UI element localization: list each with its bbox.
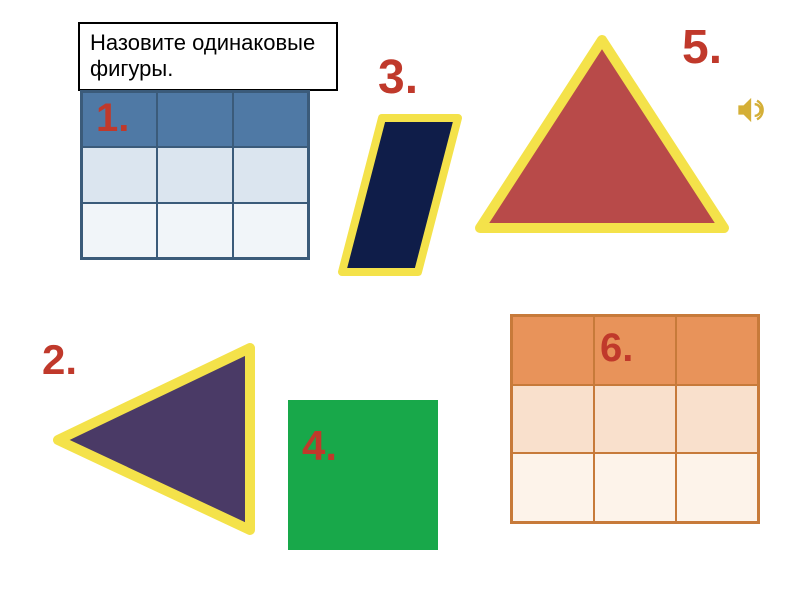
label-2: 2. <box>42 336 77 384</box>
label-6: 6. <box>600 326 633 371</box>
label-4: 4. <box>302 422 337 470</box>
label-5: 5. <box>682 20 722 75</box>
sound-icon <box>736 96 764 124</box>
label-3: 3. <box>378 50 418 105</box>
triangle-2-polygon <box>58 348 250 530</box>
label-1: 1. <box>96 96 129 141</box>
